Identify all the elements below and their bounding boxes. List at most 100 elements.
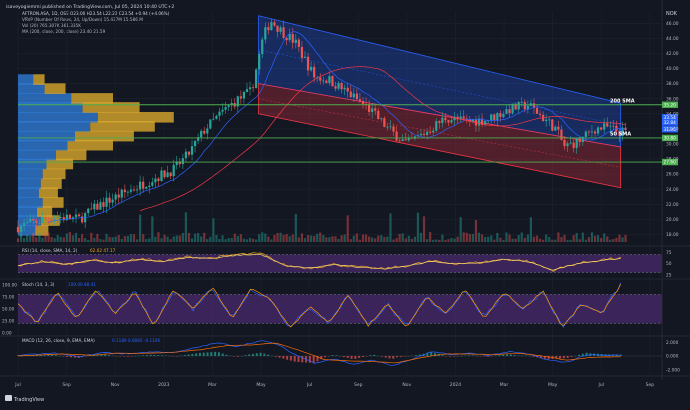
candle-up[interactable] (337, 83, 339, 89)
candle-up[interactable] (548, 120, 550, 121)
candle-up[interactable] (20, 226, 22, 233)
candle-down[interactable] (118, 195, 120, 198)
candle-up[interactable] (328, 76, 330, 83)
candle-down[interactable] (405, 139, 407, 140)
candle-up[interactable] (200, 131, 202, 137)
candle-down[interactable] (252, 87, 254, 88)
candle-up[interactable] (105, 198, 107, 207)
candle-down[interactable] (78, 215, 80, 217)
candle-up[interactable] (435, 121, 437, 131)
candle-down[interactable] (594, 131, 596, 133)
candle-down[interactable] (551, 120, 553, 131)
candle-down[interactable] (573, 143, 575, 148)
candle-down[interactable] (368, 104, 370, 112)
candle-down[interactable] (377, 111, 379, 119)
candle-up[interactable] (344, 88, 346, 90)
candle-up[interactable] (289, 34, 291, 40)
candle-up[interactable] (191, 146, 193, 155)
candle-down[interactable] (588, 132, 590, 133)
candle-down[interactable] (444, 118, 446, 120)
candle-down[interactable] (313, 67, 315, 78)
candle-up[interactable] (386, 127, 388, 128)
candle-up[interactable] (261, 39, 263, 54)
candle-up[interactable] (225, 107, 227, 110)
candle-up[interactable] (26, 222, 28, 223)
candle-down[interactable] (557, 127, 559, 130)
candle-up[interactable] (148, 186, 150, 187)
candle-down[interactable] (292, 34, 294, 43)
candle-up[interactable] (353, 94, 355, 98)
candle-up[interactable] (166, 172, 168, 177)
candle-up[interactable] (402, 139, 404, 141)
candle-down[interactable] (341, 83, 343, 89)
candle-up[interactable] (255, 69, 257, 88)
candle-up[interactable] (60, 217, 62, 218)
candle-down[interactable] (170, 172, 172, 176)
candle-down[interactable] (267, 27, 269, 30)
candle-down[interactable] (347, 88, 349, 92)
candle-down[interactable] (350, 92, 352, 98)
candle-up[interactable] (304, 57, 306, 58)
candle-up[interactable] (420, 134, 422, 135)
candle-up[interactable] (295, 40, 297, 43)
candle-down[interactable] (383, 118, 385, 127)
candle-up[interactable] (130, 190, 132, 192)
candle-up[interactable] (279, 27, 281, 31)
candle-up[interactable] (505, 109, 507, 114)
candle-down[interactable] (44, 217, 46, 218)
candle-up[interactable] (154, 179, 156, 183)
candle-down[interactable] (50, 219, 52, 220)
candle-down[interactable] (157, 179, 159, 181)
price-axis[interactable]: 18.0020.0022.0024.0026.0028.0030.0032.00… (666, 21, 679, 238)
candle-down[interactable] (392, 126, 394, 131)
candle-up[interactable] (569, 143, 571, 144)
candle-up[interactable] (310, 67, 312, 70)
candle-down[interactable] (508, 109, 510, 113)
candle-up[interactable] (160, 171, 162, 181)
candle-down[interactable] (301, 47, 303, 58)
candle-up[interactable] (136, 189, 138, 190)
candle-down[interactable] (240, 96, 242, 98)
candle-down[interactable] (32, 219, 34, 221)
candle-down[interactable] (188, 152, 190, 155)
candle-down[interactable] (124, 190, 126, 192)
candle-up[interactable] (246, 89, 248, 92)
candle-up[interactable] (121, 190, 123, 198)
candle-up[interactable] (99, 202, 101, 209)
candle-down[interactable] (524, 102, 526, 109)
candle-down[interactable] (499, 113, 501, 117)
candle-up[interactable] (249, 87, 251, 89)
candle-down[interactable] (307, 57, 309, 71)
candle-up[interactable] (206, 128, 208, 133)
candle-up[interactable] (243, 92, 245, 98)
candle-up[interactable] (127, 192, 129, 193)
candle-down[interactable] (17, 227, 19, 232)
candle-down[interactable] (331, 76, 333, 86)
candle-up[interactable] (212, 119, 214, 120)
candle-up[interactable] (194, 141, 196, 146)
candle-down[interactable] (362, 101, 364, 104)
candle-up[interactable] (93, 204, 95, 210)
candle-down[interactable] (447, 120, 449, 122)
candle-up[interactable] (57, 217, 59, 218)
candle-up[interactable] (490, 114, 492, 120)
candle-up[interactable] (173, 165, 175, 176)
candle-down[interactable] (606, 123, 608, 126)
candle-up[interactable] (576, 138, 578, 148)
candle-down[interactable] (463, 116, 465, 118)
candle-down[interactable] (325, 81, 327, 83)
candle-down[interactable] (359, 99, 361, 101)
candle-up[interactable] (215, 116, 217, 119)
candle-down[interactable] (374, 108, 376, 110)
candle-down[interactable] (35, 221, 37, 223)
candle-up[interactable] (270, 22, 272, 30)
candle-down[interactable] (276, 26, 278, 32)
candle-up[interactable] (472, 120, 474, 122)
candle-down[interactable] (536, 108, 538, 114)
candle-up[interactable] (597, 127, 599, 133)
candle-up[interactable] (371, 108, 373, 112)
candle-up[interactable] (521, 102, 523, 103)
candle-up[interactable] (151, 182, 153, 186)
vrvp-line[interactable]: VRVP (Number Of Rows, 24, Up/Down) 15.43… (22, 17, 143, 22)
